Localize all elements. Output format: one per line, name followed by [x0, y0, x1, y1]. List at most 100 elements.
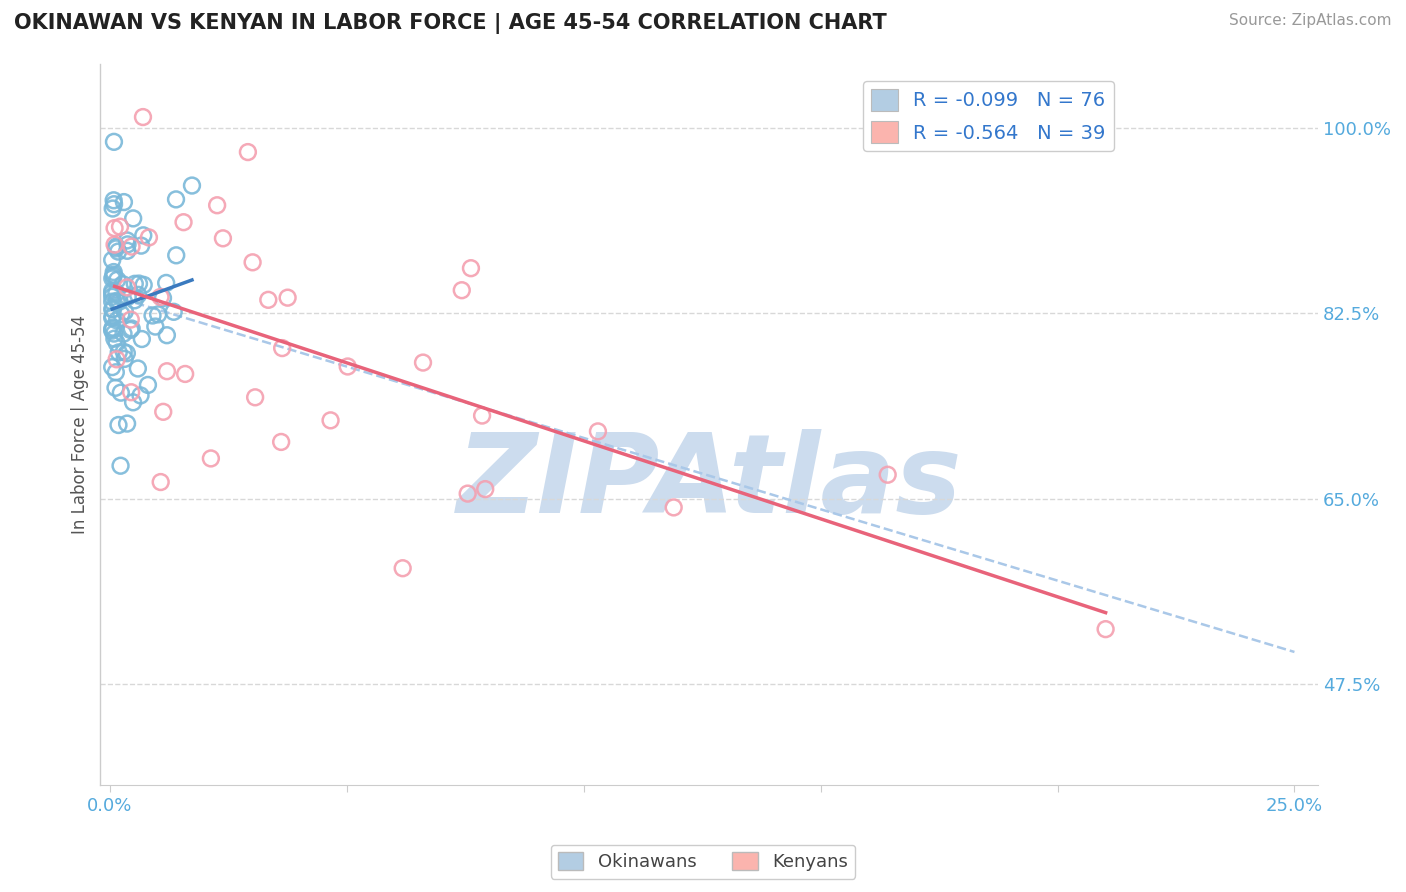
Point: [120, 312, 142, 326]
Point: [205, 198, 228, 212]
Point: [101, 320, 124, 334]
Point: [103, 221, 125, 235]
Point: [122, 395, 145, 409]
Point: [146, 307, 169, 321]
Point: [105, 239, 128, 253]
Point: [173, 215, 195, 229]
Point: [876, 467, 898, 482]
Point: [277, 291, 299, 305]
Y-axis label: In Labor Force | Age 45-54: In Labor Force | Age 45-54: [72, 315, 89, 534]
Point: [101, 284, 124, 298]
Point: [257, 293, 280, 307]
Point: [152, 291, 174, 305]
Point: [103, 269, 125, 284]
Point: [112, 344, 135, 359]
Point: [101, 310, 124, 325]
Point: [128, 277, 150, 291]
Point: [124, 293, 146, 308]
Point: [101, 360, 124, 375]
Point: [236, 145, 259, 159]
Point: [212, 231, 235, 245]
Point: [165, 248, 187, 262]
Point: [101, 271, 124, 285]
Point: [127, 361, 149, 376]
Point: [105, 293, 128, 308]
Point: [103, 326, 125, 341]
Point: [104, 381, 127, 395]
Point: [101, 322, 124, 336]
Point: [103, 265, 125, 279]
Point: [121, 321, 143, 335]
Point: [103, 194, 125, 208]
Point: [132, 277, 155, 292]
Point: [319, 413, 342, 427]
Point: [101, 202, 124, 216]
Point: [270, 434, 292, 449]
Point: [101, 302, 124, 317]
Point: [165, 193, 187, 207]
Point: [163, 305, 186, 319]
Point: [101, 290, 124, 304]
Point: [243, 390, 266, 404]
Point: [471, 409, 494, 423]
Point: [105, 285, 128, 300]
Point: [271, 341, 294, 355]
Point: [105, 313, 128, 327]
Point: [114, 304, 136, 318]
Point: [117, 244, 139, 258]
Point: [124, 277, 146, 291]
Point: [242, 255, 264, 269]
Point: [412, 355, 434, 369]
Text: OKINAWAN VS KENYAN IN LABOR FORCE | AGE 45-54 CORRELATION CHART: OKINAWAN VS KENYAN IN LABOR FORCE | AGE …: [14, 13, 887, 35]
Point: [111, 277, 134, 292]
Legend: R = -0.099   N = 76, R = -0.564   N = 39: R = -0.099 N = 76, R = -0.564 N = 39: [863, 81, 1114, 151]
Point: [105, 352, 128, 367]
Point: [129, 238, 152, 252]
Point: [103, 135, 125, 149]
Point: [120, 323, 142, 337]
Point: [104, 365, 127, 379]
Point: [460, 261, 482, 276]
Point: [115, 346, 138, 360]
Text: Source: ZipAtlas.com: Source: ZipAtlas.com: [1229, 13, 1392, 29]
Point: [121, 239, 143, 253]
Point: [103, 197, 125, 211]
Point: [155, 276, 177, 290]
Point: [586, 425, 609, 439]
Point: [108, 219, 131, 234]
Point: [132, 228, 155, 243]
Point: [131, 332, 153, 346]
Point: [101, 302, 124, 317]
Point: [120, 385, 142, 400]
Point: [108, 294, 131, 309]
Point: [103, 237, 125, 252]
Point: [474, 482, 496, 496]
Point: [101, 309, 124, 323]
Point: [110, 307, 132, 321]
Point: [662, 500, 685, 515]
Point: [107, 345, 129, 359]
Point: [103, 332, 125, 346]
Point: [117, 290, 139, 304]
Point: [391, 561, 413, 575]
Point: [110, 458, 132, 473]
Point: [152, 405, 174, 419]
Point: [149, 290, 172, 304]
Point: [107, 417, 129, 432]
Point: [101, 294, 124, 309]
Point: [149, 475, 172, 489]
Point: [101, 252, 124, 267]
Point: [112, 326, 135, 341]
Point: [115, 417, 138, 431]
Point: [105, 241, 128, 255]
Point: [101, 324, 124, 338]
Point: [112, 195, 135, 210]
Point: [129, 388, 152, 402]
Point: [115, 280, 138, 294]
Point: [450, 283, 472, 297]
Point: [200, 451, 222, 466]
Legend: Okinawans, Kenyans: Okinawans, Kenyans: [551, 845, 855, 879]
Point: [122, 211, 145, 226]
Point: [181, 178, 204, 193]
Point: [1094, 622, 1116, 636]
